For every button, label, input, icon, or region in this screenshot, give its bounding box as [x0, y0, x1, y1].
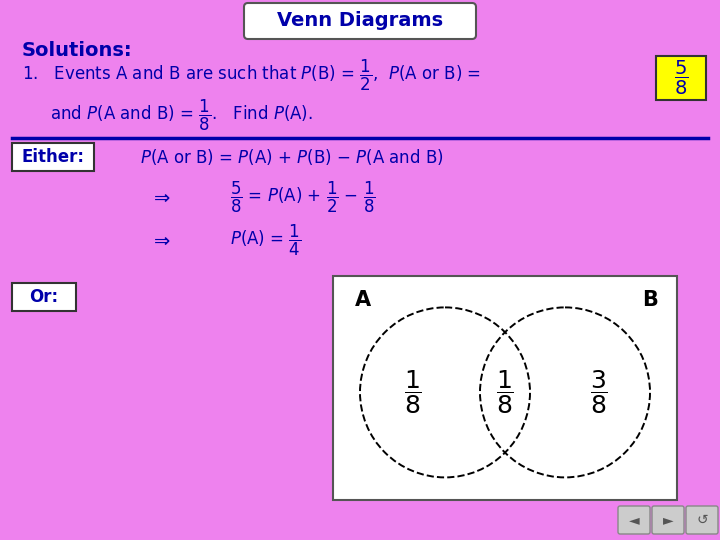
Text: ►: ► — [662, 513, 673, 527]
Text: $\dfrac{5}{8}$ = $\mathit{P}$(A) + $\dfrac{1}{2}$ $-$ $\dfrac{1}{8}$: $\dfrac{5}{8}$ = $\mathit{P}$(A) + $\dfr… — [230, 179, 376, 214]
Text: 1.   Events A and B are such that $\mathit{P}$(B) = $\dfrac{1}{2}$,  $\mathit{P}: 1. Events A and B are such that $\mathit… — [22, 57, 481, 92]
FancyBboxPatch shape — [333, 276, 677, 500]
Text: B: B — [642, 290, 658, 310]
Text: Venn Diagrams: Venn Diagrams — [277, 11, 443, 30]
Text: $\dfrac{1}{8}$: $\dfrac{1}{8}$ — [404, 368, 422, 416]
Text: Either:: Either: — [22, 148, 84, 166]
Text: Solutions:: Solutions: — [22, 40, 132, 59]
Text: $\dfrac{1}{8}$: $\dfrac{1}{8}$ — [496, 368, 514, 416]
FancyBboxPatch shape — [656, 56, 706, 100]
Text: $\dfrac{5}{8}$: $\dfrac{5}{8}$ — [674, 59, 688, 97]
Text: $\mathit{P}$(A or B) = $\mathit{P}$(A) + $\mathit{P}$(B) $-$ $\mathit{P}$(A and : $\mathit{P}$(A or B) = $\mathit{P}$(A) +… — [140, 147, 444, 167]
Text: $\Rightarrow$: $\Rightarrow$ — [150, 231, 171, 249]
Text: ◄: ◄ — [629, 513, 639, 527]
FancyBboxPatch shape — [12, 143, 94, 171]
Text: $\mathit{P}$(A) = $\dfrac{1}{4}$: $\mathit{P}$(A) = $\dfrac{1}{4}$ — [230, 222, 302, 258]
Text: and $\mathit{P}$(A and B) = $\dfrac{1}{8}$.   Find $\mathit{P}$(A).: and $\mathit{P}$(A and B) = $\dfrac{1}{8… — [50, 97, 313, 133]
Text: $\Rightarrow$: $\Rightarrow$ — [150, 187, 171, 206]
Text: A: A — [355, 290, 371, 310]
FancyBboxPatch shape — [12, 283, 76, 311]
Text: Or:: Or: — [30, 288, 58, 306]
FancyBboxPatch shape — [244, 3, 476, 39]
Text: $\dfrac{3}{8}$: $\dfrac{3}{8}$ — [590, 368, 608, 416]
FancyBboxPatch shape — [618, 506, 650, 534]
FancyBboxPatch shape — [652, 506, 684, 534]
FancyBboxPatch shape — [686, 506, 718, 534]
Text: ↺: ↺ — [696, 513, 708, 527]
